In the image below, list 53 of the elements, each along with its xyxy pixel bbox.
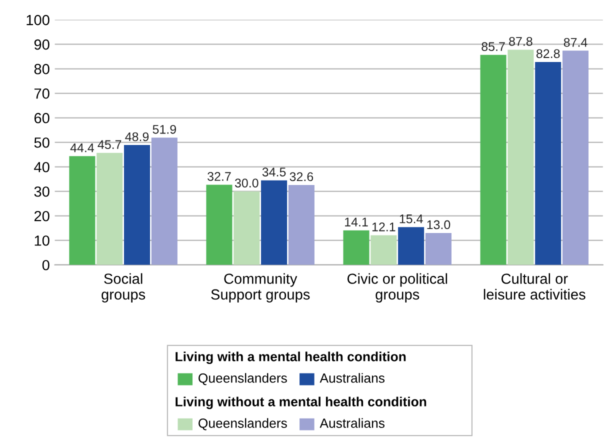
bar (151, 138, 178, 265)
data-label: 32.6 (290, 172, 314, 182)
bar (96, 152, 123, 265)
bar (398, 227, 424, 265)
text: Living without a mental health condition (176, 396, 426, 410)
legend-label: Queenslanders (198, 373, 287, 386)
y-tick-label: 20 (34, 210, 50, 222)
data-label: 30.0 (234, 178, 258, 188)
y-tick-label: 10 (34, 235, 50, 246)
y-tick-label: 60 (34, 112, 50, 124)
x-tick-label: Community Support groups (211, 273, 310, 303)
y-tick-label: 50 (34, 137, 50, 148)
bar (206, 184, 232, 265)
data-label: 51.9 (152, 124, 176, 134)
data-label: 82.8 (536, 49, 560, 58)
legend-label: Queenslanders (198, 418, 287, 430)
bar (425, 233, 452, 265)
legend-label: Australians (320, 418, 385, 428)
bar (370, 235, 397, 265)
data-label: 44.4 (70, 143, 94, 152)
bar (343, 230, 370, 265)
x-tick-label: Civic or political groups (347, 273, 448, 303)
bar (535, 62, 562, 265)
bar (562, 50, 589, 265)
data-label: 32.7 (208, 172, 231, 181)
data-label: 34.5 (262, 168, 286, 176)
x-tick-label: Social groups (102, 273, 146, 303)
y-tick-label: 40 (34, 162, 50, 172)
bar (508, 50, 534, 265)
bar (261, 180, 288, 265)
data-label: 45.7 (98, 140, 122, 150)
legend-title: Living with a mental health condition (176, 352, 406, 364)
y-tick-label: 90 (34, 39, 50, 50)
x-tick-label: Cultural or leisure activities (484, 273, 586, 300)
data-label: 13.0 (427, 220, 450, 230)
y-tick-label: 80 (34, 64, 50, 74)
data-label: 85.7 (482, 42, 505, 51)
data-label: 87.8 (509, 36, 532, 46)
data-label: 12.1 (372, 222, 396, 232)
bar (124, 145, 150, 265)
y-tick-label: 100 (26, 14, 50, 26)
legend-label: Australians (320, 373, 385, 383)
y-tick-label: 0 (42, 260, 50, 270)
y-tick-label: 70 (34, 88, 50, 99)
data-label: 48.9 (125, 132, 149, 142)
data-label: 87.4 (564, 38, 588, 47)
bar (69, 156, 96, 265)
data-label: 14.1 (345, 218, 368, 226)
y-tick-label: 30 (34, 186, 50, 197)
bar (288, 184, 314, 265)
bar (234, 191, 260, 265)
data-label: 15.4 (400, 214, 423, 224)
bar (480, 54, 506, 265)
